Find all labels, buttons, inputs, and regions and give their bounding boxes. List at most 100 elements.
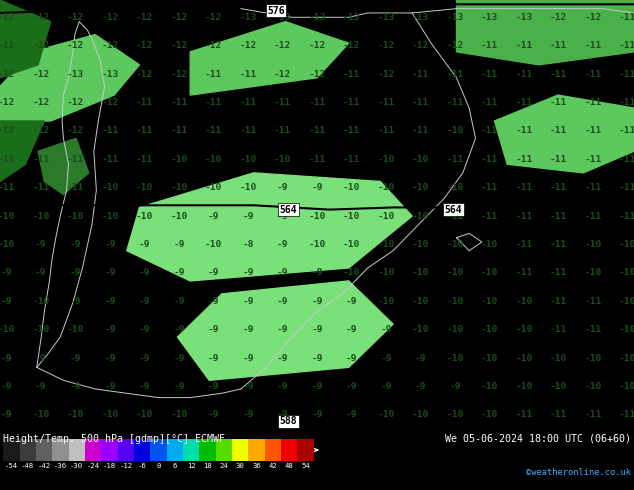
Text: -12: -12 bbox=[308, 70, 326, 78]
Text: -9: -9 bbox=[35, 382, 47, 391]
Text: -13: -13 bbox=[412, 13, 429, 22]
Text: -9: -9 bbox=[139, 382, 150, 391]
Bar bbox=[183, 439, 199, 461]
Text: -11: -11 bbox=[585, 325, 602, 334]
Text: -11: -11 bbox=[550, 155, 567, 164]
Text: -10: -10 bbox=[412, 155, 429, 164]
Text: -11: -11 bbox=[240, 126, 257, 135]
Text: -13: -13 bbox=[377, 13, 394, 22]
Bar bbox=[150, 439, 167, 461]
Text: -10: -10 bbox=[32, 297, 49, 306]
Text: -12: -12 bbox=[205, 13, 222, 22]
Text: -11: -11 bbox=[481, 212, 498, 220]
Text: -13: -13 bbox=[67, 70, 84, 78]
Text: -9: -9 bbox=[311, 183, 323, 192]
Text: -10: -10 bbox=[240, 183, 257, 192]
Text: -9: -9 bbox=[346, 382, 358, 391]
Text: -10: -10 bbox=[446, 325, 463, 334]
Bar bbox=[281, 439, 297, 461]
Text: -10: -10 bbox=[343, 240, 360, 249]
Text: -9: -9 bbox=[1, 297, 12, 306]
Text: -9: -9 bbox=[311, 382, 323, 391]
Text: -10: -10 bbox=[619, 240, 634, 249]
Text: -11: -11 bbox=[412, 70, 429, 78]
Bar bbox=[167, 439, 183, 461]
Text: -11: -11 bbox=[619, 155, 634, 164]
Text: -11: -11 bbox=[308, 98, 326, 107]
Text: -30: -30 bbox=[70, 464, 83, 469]
Text: -10: -10 bbox=[343, 269, 360, 277]
Text: -10: -10 bbox=[308, 240, 326, 249]
Text: 30: 30 bbox=[236, 464, 245, 469]
Bar bbox=[36, 439, 52, 461]
Text: -11: -11 bbox=[0, 155, 15, 164]
Text: -10: -10 bbox=[481, 354, 498, 363]
Text: -10: -10 bbox=[412, 269, 429, 277]
Text: -11: -11 bbox=[32, 155, 49, 164]
Text: -10: -10 bbox=[412, 297, 429, 306]
Bar bbox=[20, 439, 36, 461]
Text: 564: 564 bbox=[280, 205, 297, 215]
Text: -13: -13 bbox=[101, 70, 119, 78]
Text: -11: -11 bbox=[412, 98, 429, 107]
Text: -9: -9 bbox=[173, 269, 184, 277]
Text: -11: -11 bbox=[550, 98, 567, 107]
Text: -11: -11 bbox=[550, 325, 567, 334]
Text: -10: -10 bbox=[171, 212, 188, 220]
Bar bbox=[3, 439, 20, 461]
Text: -10: -10 bbox=[619, 297, 634, 306]
Text: -12: -12 bbox=[67, 41, 84, 50]
Text: -11: -11 bbox=[0, 183, 15, 192]
Text: -10: -10 bbox=[515, 382, 533, 391]
Text: -11: -11 bbox=[32, 183, 49, 192]
Polygon shape bbox=[38, 138, 89, 195]
Text: -11: -11 bbox=[619, 212, 634, 220]
Text: -11: -11 bbox=[515, 126, 533, 135]
Text: -54: -54 bbox=[5, 464, 18, 469]
Text: -10: -10 bbox=[550, 354, 567, 363]
Text: -11: -11 bbox=[446, 70, 463, 78]
Text: -9: -9 bbox=[70, 240, 81, 249]
Text: -9: -9 bbox=[70, 382, 81, 391]
Text: -12: -12 bbox=[171, 41, 188, 50]
Text: -9: -9 bbox=[1, 354, 12, 363]
Text: -48: -48 bbox=[21, 464, 34, 469]
Text: -10: -10 bbox=[481, 269, 498, 277]
Text: -11: -11 bbox=[585, 70, 602, 78]
Text: -10: -10 bbox=[136, 212, 153, 220]
Text: -12: -12 bbox=[136, 41, 153, 50]
Text: -9: -9 bbox=[346, 325, 358, 334]
Text: -10: -10 bbox=[171, 155, 188, 164]
Text: -11: -11 bbox=[619, 13, 634, 22]
Text: -10: -10 bbox=[308, 212, 326, 220]
Text: 48: 48 bbox=[285, 464, 294, 469]
Text: -11: -11 bbox=[343, 155, 360, 164]
Bar bbox=[134, 439, 150, 461]
Text: -12: -12 bbox=[377, 70, 394, 78]
Text: -11: -11 bbox=[585, 411, 602, 419]
Text: -9: -9 bbox=[380, 382, 392, 391]
Text: -12: -12 bbox=[67, 126, 84, 135]
Text: -11: -11 bbox=[67, 183, 84, 192]
Text: -9: -9 bbox=[70, 297, 81, 306]
Text: -12: -12 bbox=[585, 13, 602, 22]
Text: -12: -12 bbox=[171, 70, 188, 78]
Text: -10: -10 bbox=[32, 325, 49, 334]
Text: -9: -9 bbox=[208, 297, 219, 306]
Text: -10: -10 bbox=[377, 212, 394, 220]
Text: -11: -11 bbox=[550, 212, 567, 220]
Text: -10: -10 bbox=[481, 240, 498, 249]
Text: -13: -13 bbox=[481, 13, 498, 22]
Bar bbox=[85, 439, 101, 461]
Text: -13: -13 bbox=[240, 13, 257, 22]
Text: -9: -9 bbox=[173, 240, 184, 249]
Text: -9: -9 bbox=[242, 325, 254, 334]
Polygon shape bbox=[0, 0, 51, 78]
Text: -9: -9 bbox=[173, 325, 184, 334]
Text: 54: 54 bbox=[301, 464, 310, 469]
Text: -12: -12 bbox=[32, 70, 49, 78]
Text: -10: -10 bbox=[377, 297, 394, 306]
Text: -12: -12 bbox=[274, 70, 291, 78]
Text: -12: -12 bbox=[32, 98, 49, 107]
Polygon shape bbox=[127, 173, 412, 281]
